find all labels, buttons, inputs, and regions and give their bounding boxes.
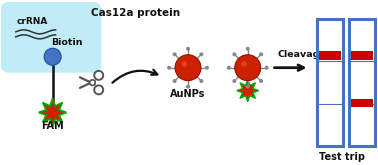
Bar (351, 99, 373, 107)
Circle shape (168, 66, 170, 69)
Polygon shape (39, 99, 67, 126)
Circle shape (233, 80, 235, 82)
Circle shape (175, 55, 201, 81)
Circle shape (260, 53, 262, 56)
Bar (318, 19, 343, 146)
Circle shape (265, 66, 268, 69)
Circle shape (174, 53, 176, 56)
Bar (351, 51, 373, 60)
Bar (349, 19, 375, 146)
Text: crRNA: crRNA (17, 17, 48, 26)
Polygon shape (237, 80, 259, 101)
Circle shape (233, 53, 235, 56)
Circle shape (260, 80, 262, 82)
Circle shape (174, 80, 176, 82)
Circle shape (246, 48, 249, 50)
Circle shape (246, 85, 249, 88)
FancyBboxPatch shape (1, 2, 101, 73)
Circle shape (44, 48, 61, 65)
Text: Cleavage: Cleavage (277, 50, 326, 59)
Bar (319, 51, 341, 60)
Circle shape (206, 66, 208, 69)
Circle shape (241, 61, 247, 67)
Circle shape (228, 66, 230, 69)
Text: FAM: FAM (41, 121, 64, 131)
Text: Cas12a protein: Cas12a protein (91, 8, 180, 18)
Text: Test trip: Test trip (319, 152, 365, 162)
Text: Biotin: Biotin (51, 38, 82, 47)
Circle shape (200, 80, 203, 82)
Circle shape (235, 55, 261, 81)
Circle shape (187, 48, 189, 50)
Circle shape (200, 53, 203, 56)
Circle shape (181, 61, 187, 67)
Circle shape (90, 80, 95, 85)
Circle shape (187, 85, 189, 88)
Text: AuNPs: AuNPs (170, 89, 206, 99)
